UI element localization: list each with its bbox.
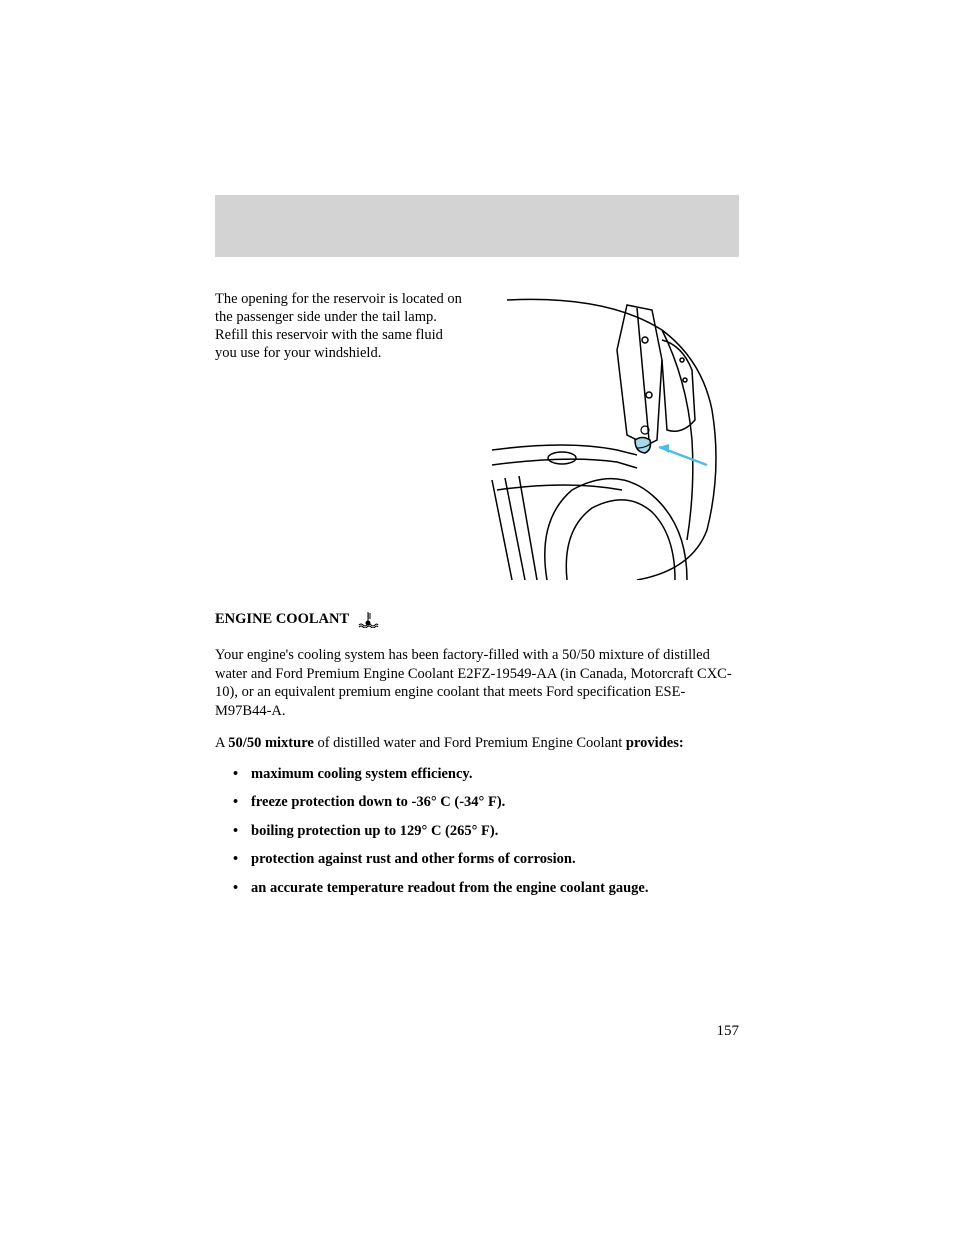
mixture-prefix: A	[215, 735, 228, 751]
intro-paragraph: The opening for the reservoir is located…	[215, 290, 465, 363]
mixture-bold-1: 50/50 mixture	[228, 735, 314, 751]
page-container: The opening for the reservoir is located…	[0, 0, 954, 1235]
coolant-paragraph: Your engine's cooling system has been fa…	[215, 646, 739, 720]
intro-row: The opening for the reservoir is located…	[215, 290, 739, 580]
reservoir-diagram	[487, 290, 737, 580]
list-item: maximum cooling system efficiency.	[233, 765, 739, 784]
mixture-paragraph: A 50/50 mixture of distilled water and F…	[215, 734, 739, 753]
diagram-container	[485, 290, 739, 580]
page-number: 157	[717, 1023, 740, 1040]
reservoir-highlight	[635, 426, 652, 453]
mixture-mid: of distilled water and Ford Premium Engi…	[314, 735, 626, 751]
header-bar	[215, 195, 739, 257]
pointer-arrow	[659, 444, 707, 465]
section-heading: ENGINE COOLANT	[215, 611, 349, 628]
content-area: The opening for the reservoir is located…	[215, 290, 739, 897]
list-item: protection against rust and other forms …	[233, 850, 739, 869]
coolant-thermometer-icon	[357, 610, 379, 628]
list-item: an accurate temperature readout from the…	[233, 879, 739, 898]
benefits-list: maximum cooling system efficiency. freez…	[215, 765, 739, 898]
list-item: boiling protection up to 129° C (265° F)…	[233, 822, 739, 841]
list-item: freeze protection down to -36° C (-34° F…	[233, 793, 739, 812]
section-heading-row: ENGINE COOLANT	[215, 610, 739, 628]
mixture-bold-2: provides:	[626, 735, 684, 751]
